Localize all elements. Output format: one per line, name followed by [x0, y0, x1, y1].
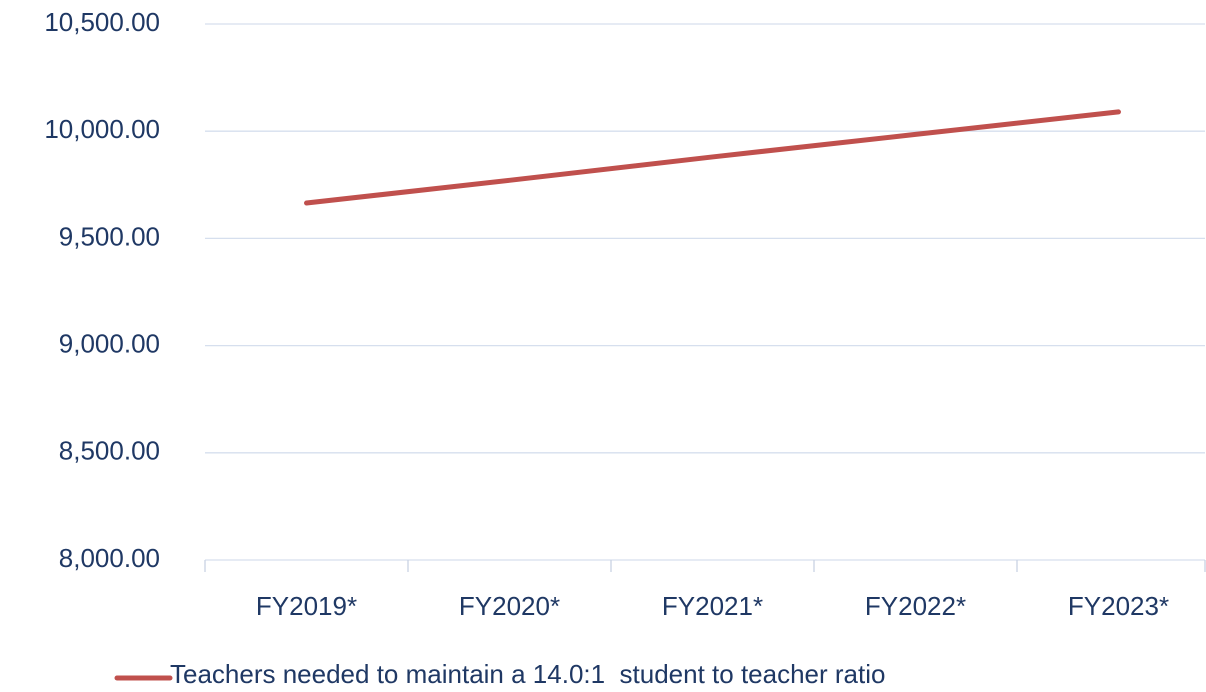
y-tick-label: 10,000.00 — [44, 114, 160, 144]
x-tick-label: FY2020* — [459, 591, 560, 621]
x-tick-label: FY2023* — [1068, 591, 1169, 621]
y-tick-label: 9,500.00 — [59, 221, 160, 251]
data-line — [304, 109, 1121, 206]
y-tick-label: 9,000.00 — [59, 328, 160, 358]
y-tick-label: 10,500.00 — [44, 7, 160, 37]
x-tick-label: FY2022* — [865, 591, 966, 621]
legend-label: Teachers needed to maintain a 14.0:1 stu… — [170, 659, 885, 689]
x-tick-label: FY2019* — [256, 591, 357, 621]
y-tick-label: 8,000.00 — [59, 543, 160, 573]
x-tick-label: FY2021* — [662, 591, 763, 621]
y-tick-label: 8,500.00 — [59, 436, 160, 466]
